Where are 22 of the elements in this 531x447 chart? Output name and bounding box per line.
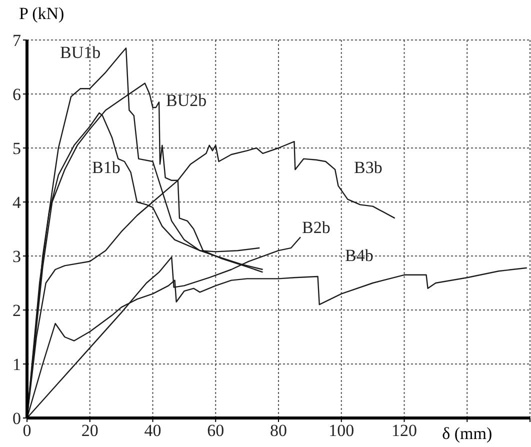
- series-label: B1b: [92, 158, 120, 177]
- y-tick-label: 6: [12, 85, 21, 104]
- x-tick-label: 60: [207, 421, 224, 440]
- x-tick-label: 120: [392, 421, 417, 440]
- y-tick-label: 2: [12, 301, 21, 320]
- series-label: B4b: [345, 246, 374, 265]
- series-label: B2b: [302, 218, 330, 237]
- series-label: B3b: [354, 158, 382, 177]
- y-tick-label: 1: [12, 355, 21, 374]
- y-tick-label: 7: [12, 31, 22, 50]
- series-label: BU2b: [166, 91, 207, 110]
- y-tick-label: 3: [12, 247, 21, 266]
- x-axis-title: δ (mm): [441, 424, 494, 444]
- series-label: BU1b: [60, 43, 101, 62]
- x-tick-label: 20: [81, 421, 98, 440]
- y-tick-label: 4: [12, 193, 22, 212]
- y-tick-label: 5: [12, 139, 21, 158]
- y-tick-label: 0: [12, 409, 21, 428]
- x-tick-label: 40: [144, 421, 162, 440]
- x-tick-label: 100: [328, 421, 354, 440]
- x-tick-label: 80: [270, 421, 287, 440]
- y-axis-title: P (kN): [19, 4, 64, 24]
